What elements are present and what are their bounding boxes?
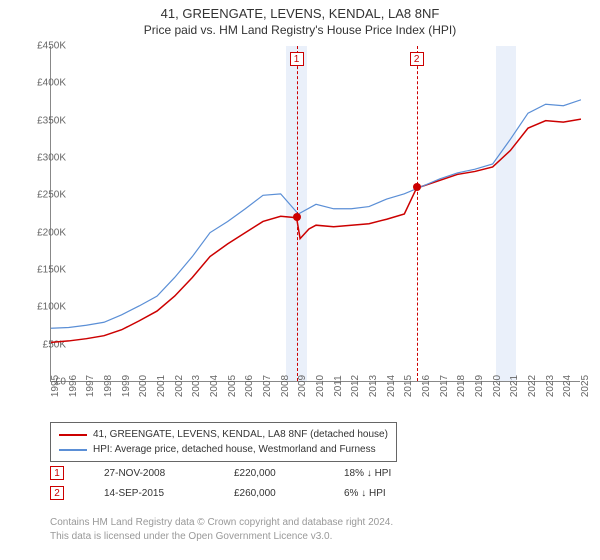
sale-dot <box>293 213 301 221</box>
sale-marker-badge: 2 <box>410 52 424 66</box>
legend-label-property: 41, GREENGATE, LEVENS, KENDAL, LA8 8NF (… <box>93 427 388 442</box>
x-tick-label: 2025 <box>580 375 591 397</box>
sale-badge: 1 <box>50 466 64 480</box>
footer-attribution: Contains HM Land Registry data © Crown c… <box>50 516 393 544</box>
legend-swatch-hpi <box>59 449 87 451</box>
sale-date: 14-SEP-2015 <box>104 488 194 499</box>
sales-table: 1 27-NOV-2008 £220,000 18% ↓ HPI 2 14-SE… <box>50 466 424 506</box>
sale-date: 27-NOV-2008 <box>104 468 194 479</box>
sale-vline <box>417 46 418 381</box>
footer-line: Contains HM Land Registry data © Crown c… <box>50 516 393 530</box>
sale-price: £220,000 <box>234 468 304 479</box>
sale-marker-badge: 1 <box>290 52 304 66</box>
sale-row: 2 14-SEP-2015 £260,000 6% ↓ HPI <box>50 486 424 500</box>
series-line-hpi <box>51 100 581 328</box>
legend-label-hpi: HPI: Average price, detached house, West… <box>93 442 376 457</box>
chart-subtitle: Price paid vs. HM Land Registry's House … <box>0 23 600 37</box>
chart-title-block: 41, GREENGATE, LEVENS, KENDAL, LA8 8NF P… <box>0 0 600 37</box>
chart-title: 41, GREENGATE, LEVENS, KENDAL, LA8 8NF <box>0 6 600 21</box>
footer-line: This data is licensed under the Open Gov… <box>50 530 393 544</box>
sale-diff: 6% ↓ HPI <box>344 488 424 499</box>
sale-row: 1 27-NOV-2008 £220,000 18% ↓ HPI <box>50 466 424 480</box>
chart-plot-area: 12 <box>50 46 580 382</box>
sale-price: £260,000 <box>234 488 304 499</box>
sale-badge: 2 <box>50 486 64 500</box>
chart-lines <box>51 46 581 382</box>
legend-swatch-property <box>59 434 87 436</box>
legend: 41, GREENGATE, LEVENS, KENDAL, LA8 8NF (… <box>50 422 397 462</box>
sale-dot <box>413 183 421 191</box>
legend-item-property: 41, GREENGATE, LEVENS, KENDAL, LA8 8NF (… <box>59 427 388 442</box>
sale-diff: 18% ↓ HPI <box>344 468 424 479</box>
legend-item-hpi: HPI: Average price, detached house, West… <box>59 442 388 457</box>
